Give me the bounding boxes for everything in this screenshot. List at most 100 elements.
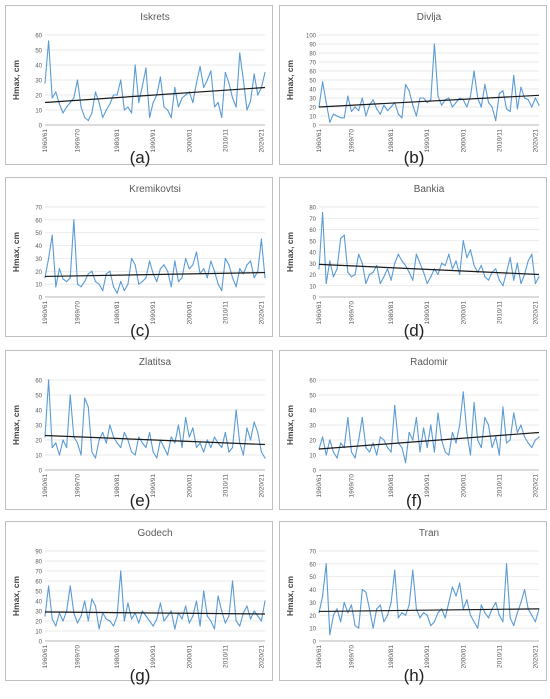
y-tick-label: 50 [309, 79, 316, 85]
data-point [505, 442, 508, 444]
data-point [66, 106, 68, 108]
data-point [451, 268, 454, 270]
subfigure-label: (a) [129, 148, 151, 167]
data-point [246, 605, 248, 607]
trend-line [318, 263, 540, 276]
x-tick-label: 1980/81 [114, 301, 121, 325]
data-point [130, 257, 133, 260]
data-point [174, 260, 176, 262]
chart-svg: Godech 0 10 20 30 40 50 60 70 80 90 1960/61 1969/70 1… [5, 521, 273, 681]
x-tick-label: 2020/21 [258, 645, 265, 669]
data-point [487, 101, 490, 104]
data-point [531, 253, 533, 255]
data-point [354, 106, 356, 108]
y-tick-label: 30 [35, 610, 42, 616]
y-tick-label: 0 [39, 124, 43, 130]
y-axis-label: Hmax, cm [11, 59, 21, 100]
data-point [509, 439, 511, 441]
data-point [383, 439, 385, 441]
y-tick-label: 50 [35, 394, 42, 400]
data-point [502, 90, 504, 92]
data-point [426, 101, 428, 104]
chart-title: Kremikovtsi [129, 184, 181, 195]
data-point [217, 283, 219, 285]
data-point [322, 81, 324, 83]
x-tick-label: 2020/21 [532, 645, 539, 669]
data-point [527, 260, 529, 262]
x-tick-label: 1960/61 [42, 645, 49, 669]
data-point [98, 101, 100, 104]
data-point [412, 439, 414, 441]
data-point [477, 439, 479, 441]
data-point [484, 276, 486, 278]
y-tick-label: 40 [35, 409, 42, 415]
data-point [430, 276, 432, 278]
data-point [441, 262, 443, 264]
data-point [73, 219, 75, 221]
data-point [109, 424, 111, 426]
x-tick-label: 2010/11 [496, 129, 503, 152]
y-tick-label: 90 [309, 43, 316, 49]
chart-svg: Radomir 0 10 20 30 40 50 60 1960/61 1969/70 1980/8… [279, 350, 547, 510]
data-point [91, 112, 93, 114]
data-point [415, 253, 417, 255]
y-tick-label: 60 [309, 379, 316, 385]
data-point [134, 454, 136, 456]
data-point [415, 115, 417, 117]
data-point [466, 257, 468, 259]
data-point [437, 412, 439, 414]
data-point [480, 604, 482, 606]
y-tick-label: 0 [313, 469, 317, 475]
data-point [51, 97, 53, 99]
chart-panel: Tran 0 10 20 30 40 50 60 70 1960/61 1969/70 1980/81… [279, 521, 549, 691]
chart-title: Tran [419, 528, 439, 539]
data-point [138, 283, 140, 285]
data-point [448, 253, 450, 255]
data-point [62, 112, 64, 114]
data-point [253, 73, 255, 75]
data-point [130, 618, 133, 620]
data-point [116, 94, 118, 96]
data-point [62, 439, 64, 441]
x-tick-label: 1980/81 [388, 474, 395, 498]
data-point [473, 70, 475, 72]
data-point [192, 615, 194, 617]
data-point [498, 454, 500, 456]
data-point [206, 277, 208, 279]
data-point [376, 454, 378, 456]
data-point [152, 625, 154, 627]
data-point [159, 602, 162, 604]
data-point [368, 608, 371, 610]
x-tick-label: 1960/61 [42, 301, 49, 325]
data-point [264, 457, 266, 459]
x-tick-label: 1980/81 [388, 645, 395, 669]
data-point [257, 615, 259, 617]
data-point [138, 101, 140, 104]
data-point [473, 621, 475, 623]
x-tick-label: 1969/70 [74, 301, 81, 325]
chart-panel: Zlatitsa 0 10 20 30 40 50 60 1960/61 1969/70 1980/… [5, 350, 275, 520]
data-point [253, 421, 255, 423]
x-tick-label: 1990/91 [150, 474, 157, 498]
data-point [498, 279, 500, 281]
data-point [152, 451, 154, 453]
data-point [350, 604, 353, 606]
data-point [87, 273, 89, 275]
data-point [448, 601, 450, 604]
data-point [148, 116, 151, 119]
data-point [264, 600, 266, 602]
chart-frame [5, 5, 273, 165]
data-point [408, 604, 410, 606]
data-point [210, 70, 212, 72]
data-point [109, 620, 111, 622]
data-point [217, 595, 219, 597]
data-point [473, 264, 475, 267]
y-tick-label: 20 [35, 439, 42, 445]
x-tick-label: 1980/81 [114, 474, 121, 498]
y-tick-label: 30 [309, 262, 316, 268]
data-point [365, 446, 367, 449]
data-point [340, 621, 342, 623]
data-point [80, 286, 82, 288]
data-point [195, 251, 198, 253]
data-point [105, 109, 107, 111]
